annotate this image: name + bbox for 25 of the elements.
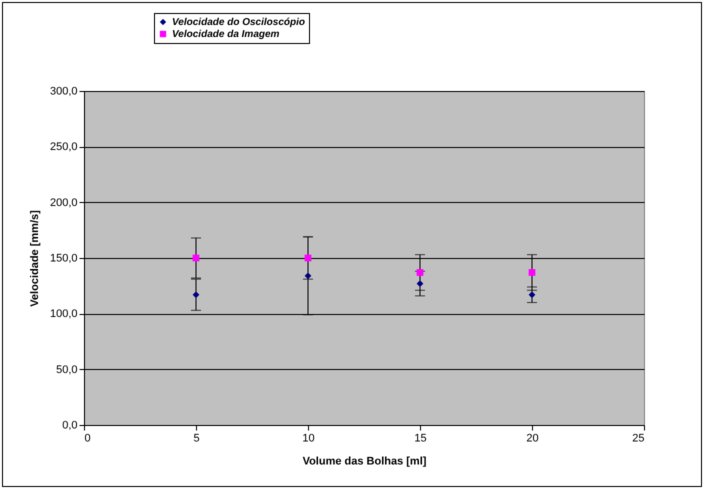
y-tick-label: 50,0 [56, 364, 78, 376]
x-tick-label: 10 [302, 432, 315, 444]
y-tick-label: 200,0 [50, 196, 78, 209]
legend-label: Velocidade do Osciloscópio [172, 17, 305, 28]
point [192, 291, 200, 298]
point [416, 280, 424, 287]
point [528, 291, 536, 298]
x-axis-title: Volume das Bolhas [ml] [302, 456, 427, 468]
y-axis-title: Velocidade [mm/s] [28, 210, 41, 307]
y-tick-label: 300,0 [50, 86, 78, 98]
x-tick-label: 15 [414, 432, 427, 444]
x-tick-label: 25 [632, 432, 644, 444]
x-tick-label: 0 [84, 432, 91, 444]
x-tick-label: 5 [193, 432, 200, 444]
y-tick-label: 150,0 [50, 252, 78, 264]
y-tick-label: 250,0 [50, 141, 78, 154]
point [304, 254, 312, 262]
y-tick-label: 0,0 [62, 420, 78, 432]
point [416, 269, 424, 276]
x-tick-label: 20 [526, 432, 539, 444]
y-tick-label: 100,0 [50, 308, 78, 320]
point [528, 269, 536, 276]
point [192, 254, 200, 262]
legend-label: Velocidade da Imagem [172, 29, 280, 40]
point [304, 272, 312, 280]
